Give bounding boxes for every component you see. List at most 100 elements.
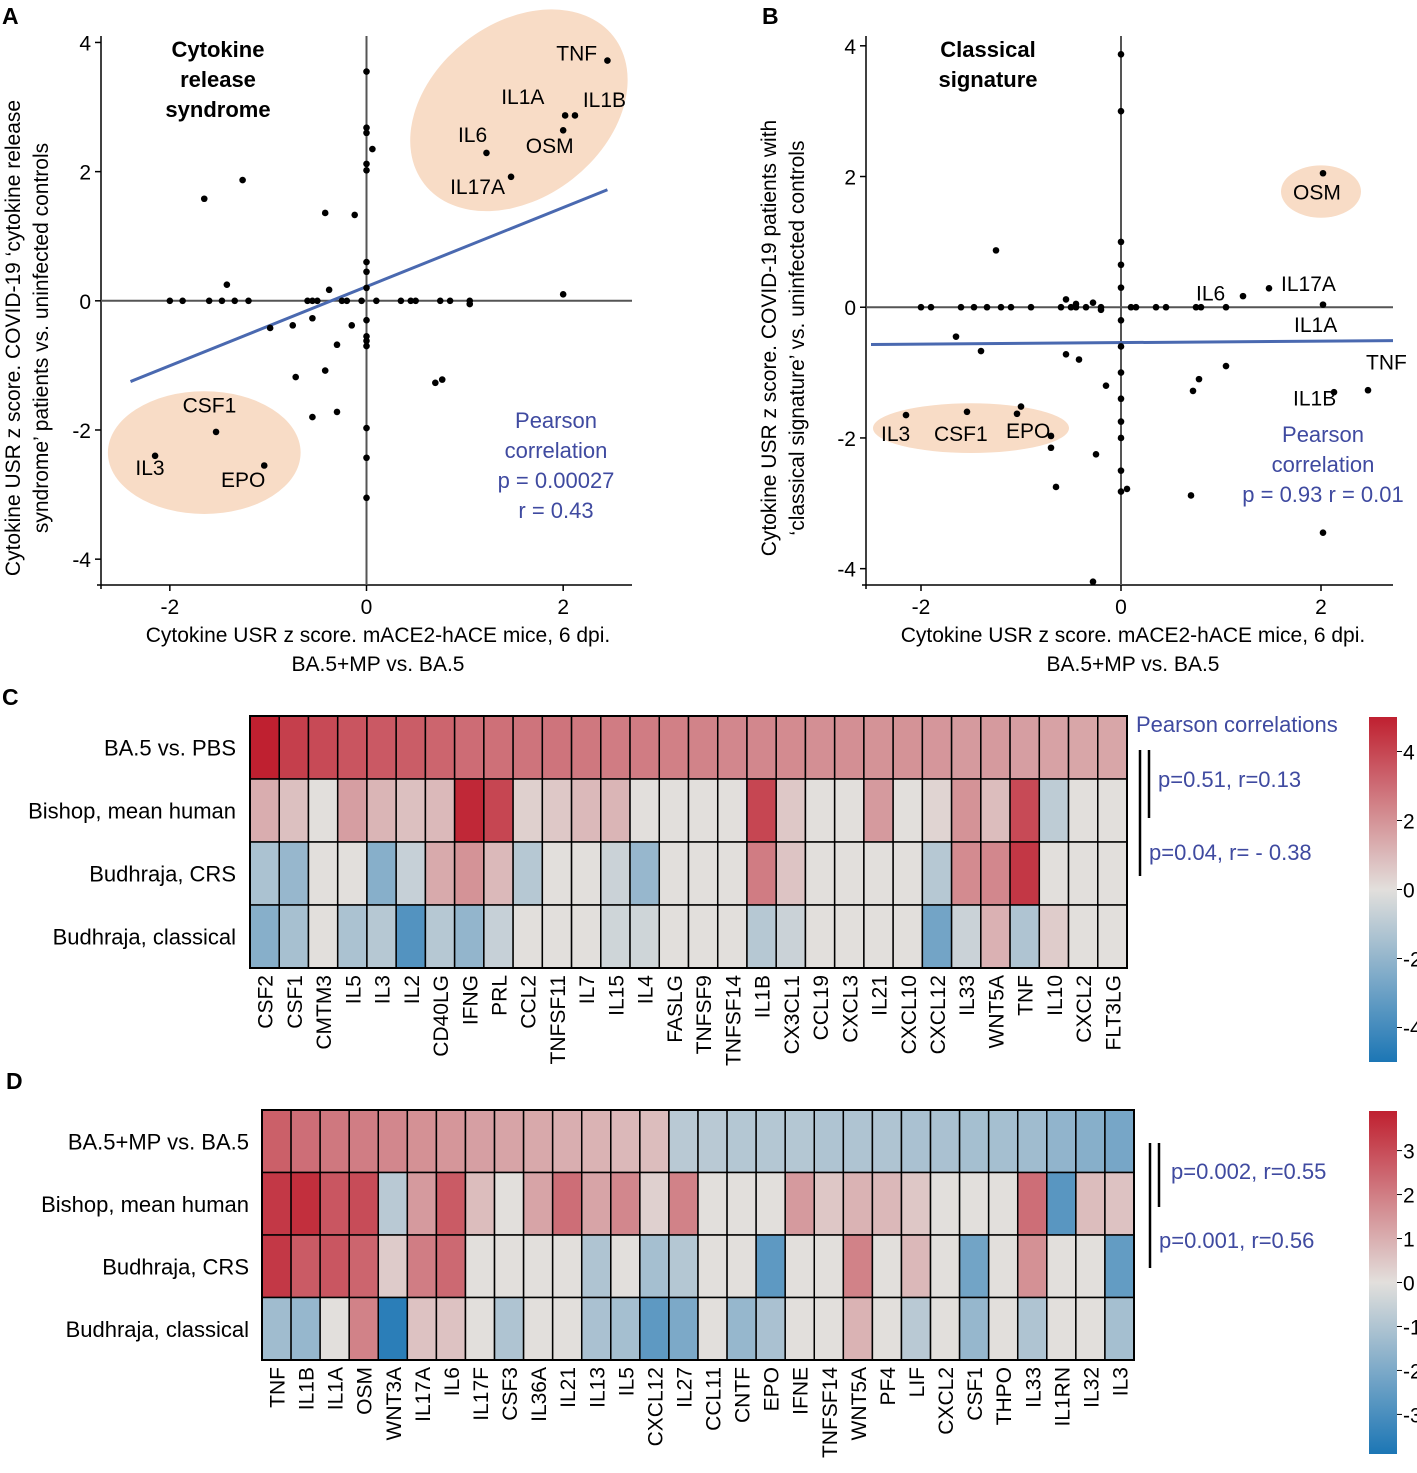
colorbar-tick-label: -3	[1403, 1404, 1417, 1427]
heatmap-cell	[261, 1109, 292, 1174]
heatmap-cell	[600, 904, 631, 969]
data-point	[266, 324, 274, 332]
pearson-annotation-line: Pearson	[1282, 422, 1364, 447]
heatmap-cell	[1016, 1234, 1048, 1299]
heatmap-cell	[464, 1109, 496, 1174]
heatmap-cell	[958, 1171, 990, 1236]
heatmap-cell	[871, 1109, 903, 1174]
column-label: LIF	[906, 1367, 929, 1397]
heatmap-cell	[900, 1171, 932, 1236]
heatmap-cell	[871, 1234, 903, 1299]
data-point	[1123, 485, 1131, 493]
data-point	[363, 454, 370, 462]
heatmap-cell	[1067, 841, 1099, 906]
heatmap-cell	[551, 1109, 583, 1174]
heatmap-cell	[377, 1171, 409, 1236]
data-point	[333, 341, 341, 349]
data-point	[917, 303, 925, 311]
data-point	[1162, 303, 1170, 311]
y-tick-label: -2	[72, 420, 91, 443]
cluster-ellipse	[107, 391, 301, 514]
heatmap-cell	[1104, 1234, 1135, 1299]
heatmap-cell	[290, 1109, 321, 1174]
chart-title-line: release	[180, 67, 256, 92]
heatmap-cell	[424, 904, 456, 969]
heatmap-cell	[775, 778, 807, 843]
heatmap-cell	[668, 1234, 699, 1299]
heatmap-cell	[1009, 841, 1041, 906]
heatmap-cell	[348, 1171, 380, 1236]
data-point	[1117, 261, 1125, 269]
data-point	[351, 211, 359, 219]
heatmap-cell	[639, 1171, 670, 1236]
colorbar-tick-label: 3	[1403, 1141, 1415, 1164]
column-label: FASLG	[664, 975, 687, 1043]
data-point-osm	[1319, 169, 1327, 177]
heatmap-cell	[842, 1171, 874, 1236]
point-label-il1a: IL1A	[1294, 314, 1337, 337]
heatmap-cell	[1097, 841, 1128, 906]
column-label: IL10	[1044, 975, 1067, 1016]
data-point	[1117, 434, 1125, 442]
correlation-text: p=0.04, r= - 0.38	[1149, 840, 1312, 865]
pearson-annotation-line: Pearson	[515, 408, 597, 433]
data-point	[218, 297, 226, 305]
panel-c-heatmap: C BA.5 vs. PBS Bishop, mean human Budhraja,…	[2, 684, 1417, 1066]
heatmap-cell	[377, 1109, 409, 1174]
data-point	[1117, 418, 1125, 425]
row-label: Budhraja, CRS	[89, 862, 236, 887]
heatmap-cell	[726, 1234, 757, 1299]
data-point	[1072, 300, 1080, 308]
heatmap-cell	[570, 841, 602, 906]
panel-letter: B	[762, 3, 779, 29]
heatmap-cell	[687, 841, 719, 906]
heatmap-cell	[435, 1296, 467, 1361]
column-label: CD40LG	[430, 975, 453, 1057]
heatmap-cell	[697, 1234, 728, 1299]
heatmap-cell	[261, 1171, 292, 1236]
heatmap-cell	[892, 778, 924, 843]
heatmap-cell	[1075, 1234, 1106, 1299]
data-point-il1b	[1330, 388, 1338, 396]
heatmap-cell	[813, 1171, 845, 1236]
heatmap-cell	[570, 778, 602, 843]
row-label: Budhraja, classical	[66, 1317, 249, 1342]
data-point	[1102, 382, 1110, 389]
heatmap-cell	[1009, 778, 1041, 843]
heatmap-cell	[1075, 1296, 1106, 1361]
heatmap-cell	[261, 1234, 292, 1299]
heatmap-cell	[336, 841, 368, 906]
heatmap-cell	[319, 1171, 350, 1236]
point-label-csf1: CSF1	[183, 395, 237, 418]
heatmap-cell	[775, 904, 807, 969]
column-label: TNF	[267, 1367, 290, 1408]
data-point-il6	[1239, 292, 1247, 300]
point-label-tnf: TNF	[1366, 351, 1407, 374]
data-point	[321, 209, 329, 217]
heatmap-cell	[929, 1234, 961, 1299]
column-label: CCL19	[810, 975, 833, 1040]
y-axis-label-line: syndrome’ patients vs. uninfected contro…	[30, 143, 53, 533]
column-label: WNT5A	[985, 975, 1008, 1049]
row-label: Bishop, mean human	[41, 1192, 249, 1217]
heatmap-cell	[716, 778, 748, 843]
data-point	[432, 379, 439, 387]
heatmap-cell	[950, 904, 982, 969]
heatmap-cell	[1097, 904, 1128, 969]
data-point	[1187, 492, 1195, 499]
heatmap-cell	[366, 841, 397, 906]
heatmap-cell	[980, 904, 1011, 969]
data-point	[1089, 578, 1097, 586]
heatmap-cell	[687, 904, 719, 969]
column-label: OSM	[354, 1367, 377, 1415]
heatmap-cell	[784, 1171, 816, 1236]
heatmap-cell	[493, 1171, 525, 1236]
heatmap-cell	[813, 1109, 845, 1174]
heatmap-cell	[483, 715, 514, 780]
heatmap-cell	[261, 1296, 292, 1361]
column-label: TNFSF14	[722, 975, 745, 1066]
y-axis-label-line: Cytokine USR z score. COVID-19 ‘cytokine…	[2, 100, 25, 576]
heatmap-cell	[863, 841, 894, 906]
heatmap-cell	[249, 715, 280, 780]
heatmap-cell	[395, 841, 427, 906]
